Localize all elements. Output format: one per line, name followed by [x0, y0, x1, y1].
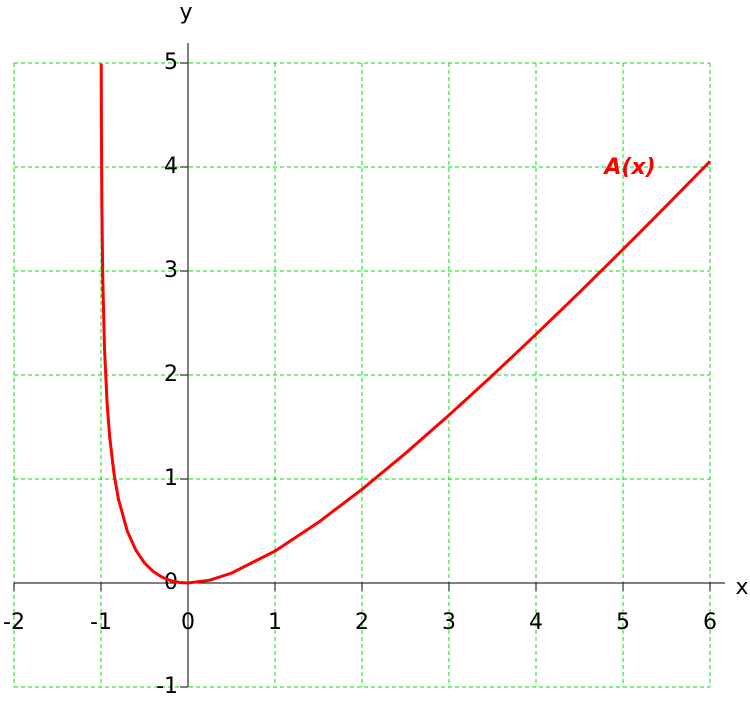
- x-tick-label: 2: [355, 610, 369, 635]
- x-tick-label: -2: [3, 610, 25, 635]
- y-tick-label: 3: [164, 258, 178, 283]
- x-tick-label: 6: [703, 610, 717, 635]
- curve: [99, 63, 712, 585]
- x-tick-label: 5: [616, 610, 630, 635]
- annotation: A(x): [602, 155, 655, 180]
- y-tick-label: 5: [164, 50, 178, 75]
- y-tick-label: 4: [164, 154, 178, 179]
- y-tick-label: -1: [156, 674, 178, 699]
- x-tick-label: -1: [90, 610, 112, 635]
- x-tick-label: 4: [529, 610, 543, 635]
- y-tick-label: 2: [164, 362, 178, 387]
- y-axis-label: y: [179, 0, 192, 25]
- x-tick-label: 1: [268, 610, 282, 635]
- y-tick-label: 1: [164, 466, 178, 491]
- x-axis-label: x: [735, 575, 748, 600]
- x-tick-label: 3: [442, 610, 456, 635]
